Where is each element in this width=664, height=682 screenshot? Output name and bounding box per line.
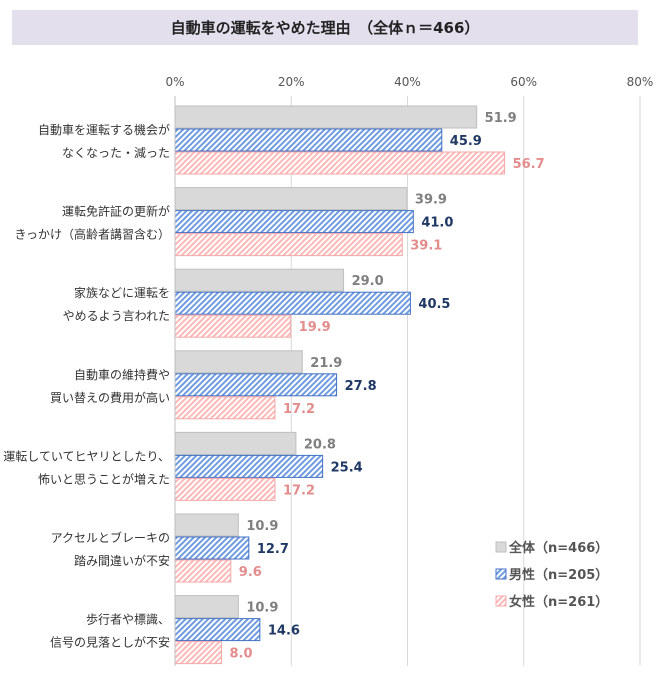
bar [174,454,324,478]
bar [174,396,276,420]
category-label: 買い替えの費用が高い [50,390,170,405]
legend-label: 女性（n=261） [509,594,608,610]
legend-swatch [495,541,507,553]
x-tick-label: 20% [278,75,305,89]
data-label: 29.0 [352,274,384,289]
data-label: 39.1 [410,239,442,254]
bar [174,618,261,642]
category-label: なくなった・減った [62,145,170,160]
bar [174,233,403,257]
legend-label: 全体（n=466） [508,540,608,556]
bar [174,559,232,583]
category-label: きっかけ（高齢者講習含む） [14,227,170,242]
data-label: 8.0 [230,647,253,662]
category-label: 信号の見落としが不安 [50,635,170,650]
bar [174,350,303,374]
category-label: 自動車の維持費や [74,367,170,382]
data-label: 25.4 [331,460,363,475]
category-label: 自動車を運転する機会が [38,122,170,137]
category-label: 踏み間違いが不安 [74,553,170,568]
category-label: アクセルとブレーキの [51,530,170,545]
category-label: 運転免許証の更新が [62,204,170,219]
bar [174,373,338,397]
legend-label: 男性（n=205） [509,567,608,583]
legend-swatch [495,568,507,580]
category-label: 家族などに運転を [74,285,170,300]
data-label: 21.9 [310,356,342,371]
bar [174,513,239,537]
data-label: 12.7 [257,542,289,557]
bar [174,641,222,665]
category-label: 歩行者や標識、 [86,612,170,627]
data-label: 10.9 [246,601,278,616]
bar [174,291,411,315]
data-label: 14.6 [268,624,300,639]
bar [174,314,292,338]
legend-swatch [495,595,507,607]
data-label: 41.0 [421,216,453,231]
data-label: 10.9 [246,519,278,534]
data-label: 39.9 [415,193,447,208]
chart-title: 自動車の運転をやめた理由 （全体ｎ＝466） [12,10,638,45]
bar [174,431,297,455]
data-label: 45.9 [450,134,482,149]
x-tick-label: 40% [394,75,421,89]
data-label: 56.7 [513,157,545,172]
bar [174,151,506,175]
bar [174,477,276,501]
bar [174,105,478,129]
category-label: 運転していてヒヤリとしたり、 [3,449,170,463]
data-label: 20.8 [304,437,336,452]
x-tick-label: 60% [510,75,537,89]
data-label: 17.2 [283,402,315,417]
category-label: やめるよう言われた [63,309,170,323]
data-label: 27.8 [345,379,377,394]
x-tick-label: 80% [627,75,654,89]
bar [174,128,443,152]
data-label: 9.6 [239,565,262,580]
bar [174,210,414,234]
bar [174,595,239,619]
bar [174,187,408,211]
bar [174,268,345,292]
x-tick-label: 0% [165,75,184,89]
bar [174,536,250,560]
data-label: 17.2 [283,483,315,498]
data-label: 40.5 [418,297,450,312]
category-label: 怖いと思うことが増えた [38,471,170,486]
data-label: 51.9 [485,111,517,126]
data-label: 19.9 [299,320,331,335]
